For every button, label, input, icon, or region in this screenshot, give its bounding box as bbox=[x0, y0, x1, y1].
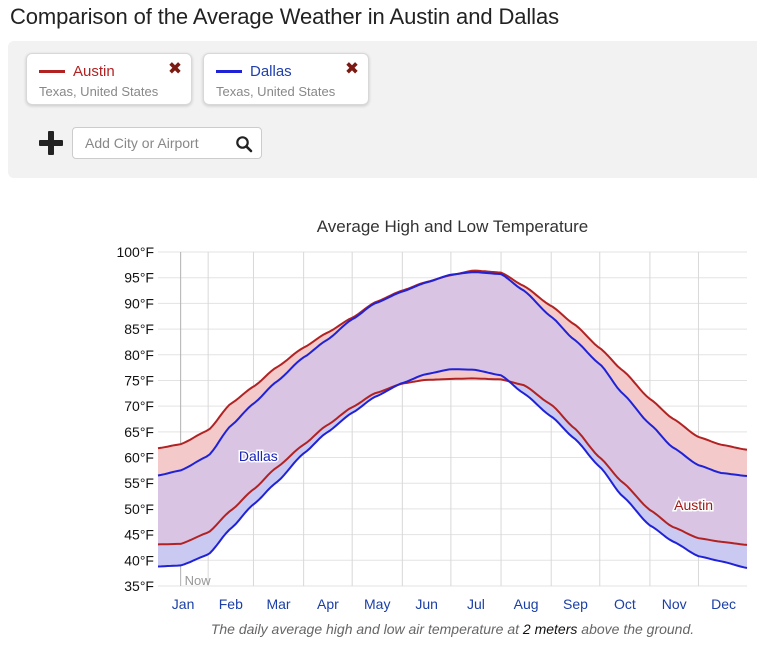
y-tick-label: 100°F bbox=[116, 244, 154, 260]
month-tick-label: Oct bbox=[614, 596, 636, 612]
month-tick-label: Jul bbox=[467, 596, 485, 612]
y-tick-label: 75°F bbox=[124, 372, 154, 388]
city-search-box[interactable] bbox=[72, 127, 262, 159]
overlap-temperature-band bbox=[158, 272, 747, 545]
y-tick-label: 70°F bbox=[124, 398, 154, 414]
chart-caption: The daily average high and low air tempe… bbox=[0, 621, 757, 637]
city-search-input[interactable] bbox=[73, 128, 245, 158]
y-tick-label: 80°F bbox=[124, 347, 154, 363]
y-tick-label: 45°F bbox=[124, 527, 154, 543]
month-tick-label: Sep bbox=[563, 596, 588, 612]
temperature-lines bbox=[157, 269, 748, 569]
caption-prefix: The daily average high and low air tempe… bbox=[210, 621, 523, 637]
y-tick-label: 55°F bbox=[124, 475, 154, 491]
plus-icon[interactable] bbox=[39, 131, 63, 155]
y-tick-label: 85°F bbox=[124, 321, 154, 337]
y-tick-label: 40°F bbox=[124, 552, 154, 568]
page-title: Comparison of the Average Weather in Aus… bbox=[10, 4, 560, 29]
close-x-icon[interactable]: ✖ bbox=[344, 59, 360, 78]
y-tick-label: 50°F bbox=[124, 501, 154, 517]
city-comparison-panel: Austin Texas, United States ✖ Dallas Tex… bbox=[8, 41, 757, 178]
city-name-dallas[interactable]: Dallas bbox=[250, 63, 292, 80]
caption-emphasis: 2 meters bbox=[522, 621, 578, 637]
y-tick-label: 65°F bbox=[124, 424, 154, 440]
chart-title: Average High and Low Temperature bbox=[316, 217, 589, 236]
close-x-icon[interactable]: ✖ bbox=[167, 59, 183, 78]
month-tick-label: Nov bbox=[662, 596, 687, 612]
month-tick-label: Feb bbox=[219, 596, 243, 612]
y-tick-label: 35°F bbox=[124, 578, 154, 594]
chart-axes: 35°F 40°F 45°F 50°F 55°F 60°F 65°F 70°F 75°F 80°F… bbox=[116, 244, 736, 612]
city-name-austin[interactable]: Austin bbox=[73, 63, 115, 80]
month-tick-label: Dec bbox=[711, 596, 736, 612]
month-tick-label: Aug bbox=[514, 596, 539, 612]
city-region-austin: Texas, United States bbox=[39, 84, 159, 99]
city-region-dallas: Texas, United States bbox=[216, 84, 336, 99]
dallas-series-label: Dallas bbox=[239, 448, 278, 464]
city-card-austin[interactable]: Austin Texas, United States ✖ bbox=[26, 53, 192, 105]
city-card-dallas[interactable]: Dallas Texas, United States ✖ bbox=[203, 53, 369, 105]
austin-low-line bbox=[157, 377, 748, 546]
month-tick-label: Mar bbox=[266, 596, 290, 612]
y-tick-label: 90°F bbox=[124, 295, 154, 311]
month-tick-label: Jun bbox=[415, 596, 438, 612]
austin-series-label: Austin bbox=[674, 497, 713, 513]
caption-suffix: above the ground. bbox=[577, 621, 695, 637]
search-icon[interactable] bbox=[235, 135, 253, 153]
dallas-high-line bbox=[157, 271, 748, 477]
month-tick-label: May bbox=[364, 596, 390, 612]
y-tick-label: 95°F bbox=[124, 270, 154, 286]
y-tick-label: 60°F bbox=[124, 450, 154, 466]
now-marker-label: Now bbox=[185, 573, 212, 588]
dallas-low-line bbox=[157, 368, 748, 569]
dallas-line-swatch bbox=[216, 70, 242, 73]
temperature-bands bbox=[158, 270, 747, 568]
month-tick-label: Jan bbox=[172, 596, 195, 612]
austin-line-swatch bbox=[39, 70, 65, 73]
month-tick-label: Apr bbox=[317, 596, 339, 612]
